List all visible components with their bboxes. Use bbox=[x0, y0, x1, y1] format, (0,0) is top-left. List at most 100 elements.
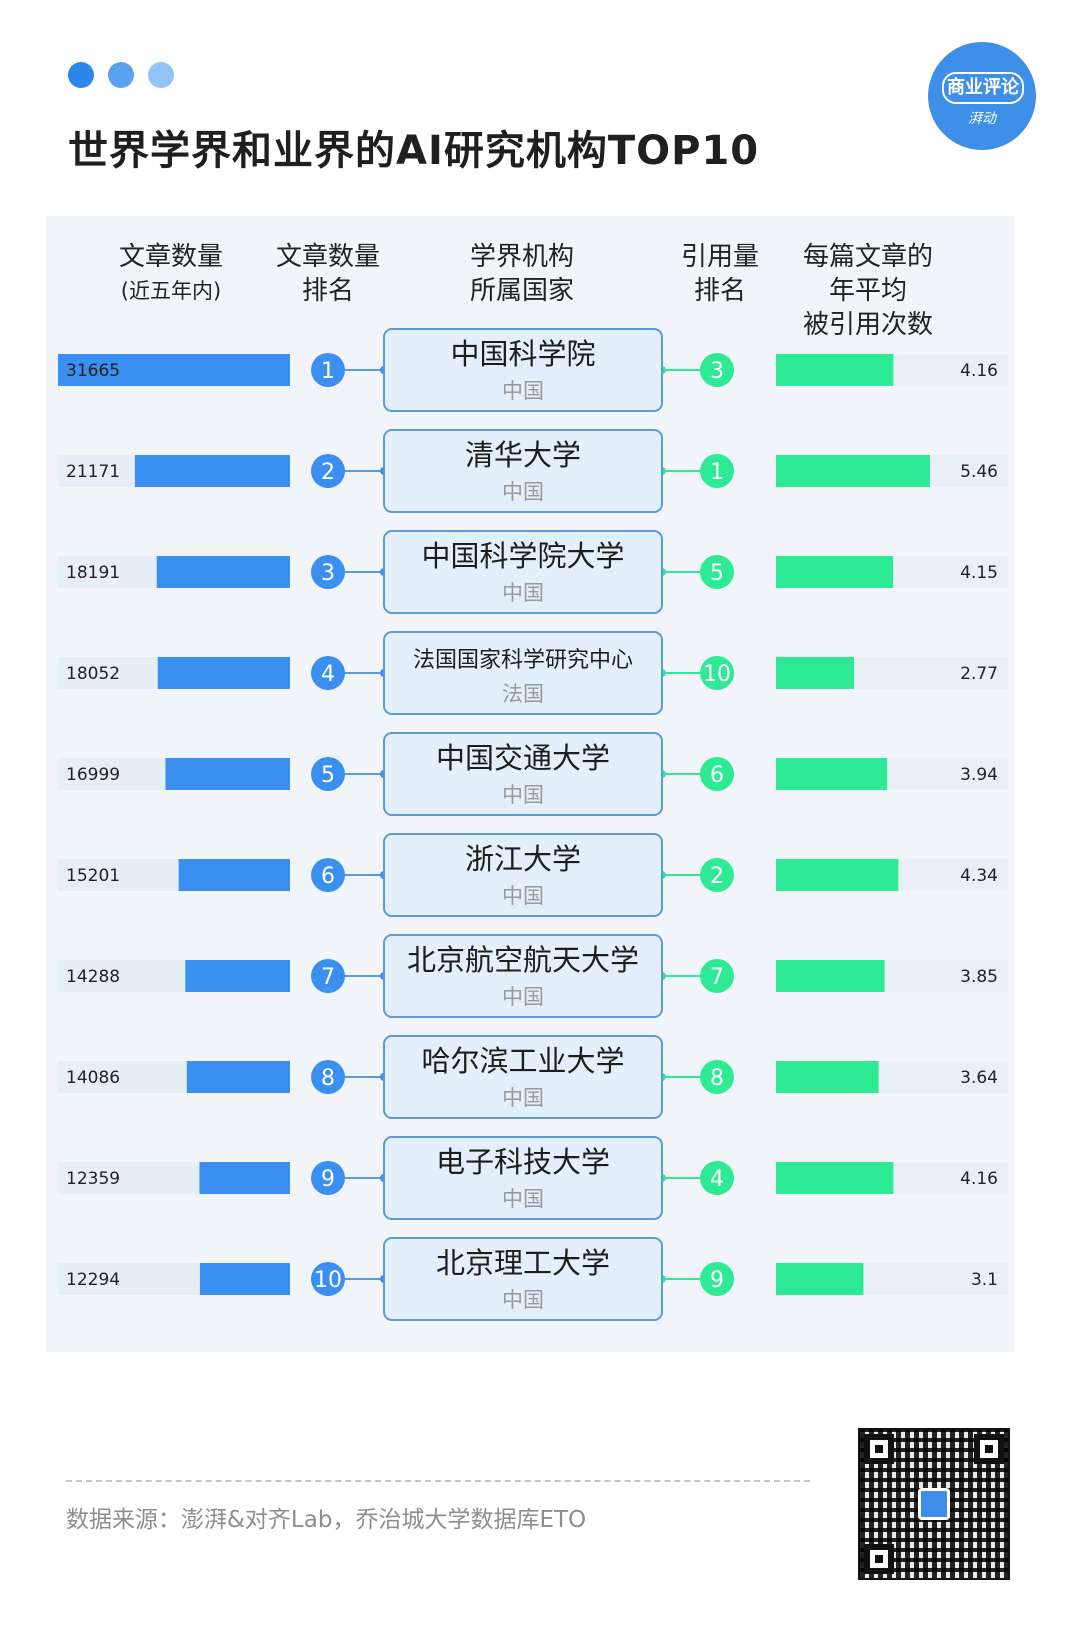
institution-card-9 bbox=[383, 1136, 663, 1220]
citation-rank-label-9: 4 bbox=[710, 1167, 724, 1192]
citation-rank-circle-4 bbox=[700, 656, 734, 690]
institution-country-7: 中国 bbox=[502, 985, 544, 1009]
header-article-rank: 文章数量 排名 bbox=[258, 240, 398, 308]
articles-value-8: 14086 bbox=[66, 1068, 120, 1088]
article-rank-label-2: 2 bbox=[321, 460, 335, 485]
articles-bar-10 bbox=[199, 1263, 290, 1295]
citation-rank-label-5: 6 bbox=[710, 763, 724, 788]
article-rank-circle-3 bbox=[311, 555, 345, 589]
citation-rank-circle-1 bbox=[700, 353, 734, 387]
institution-card-10 bbox=[383, 1237, 663, 1321]
institution-card-3 bbox=[383, 530, 663, 614]
dot-1 bbox=[68, 62, 94, 88]
articles-value-3: 18191 bbox=[66, 563, 120, 583]
article-rank-circle-9 bbox=[311, 1161, 345, 1195]
article-rank-circle-10 bbox=[311, 1262, 345, 1296]
citations-bar-5 bbox=[776, 758, 888, 790]
citation-rank-circle-9 bbox=[700, 1161, 734, 1195]
citation-rank-circle-2 bbox=[700, 454, 734, 488]
citations-bar-6 bbox=[776, 859, 899, 891]
citations-value-6: 4.34 bbox=[960, 866, 998, 886]
institution-name-6: 浙江大学 bbox=[465, 842, 581, 876]
article-rank-label-1: 1 bbox=[321, 359, 335, 384]
citation-rank-label-3: 5 bbox=[710, 561, 724, 586]
institution-card-1 bbox=[383, 328, 663, 412]
header-articles-line1: 文章数量 bbox=[118, 242, 223, 272]
institution-name-5: 中国交通大学 bbox=[436, 741, 610, 775]
header-articles-line2: (近五年内) bbox=[120, 279, 222, 303]
citations-value-8: 3.64 bbox=[960, 1068, 998, 1088]
header-citations-line1: 每篇文章的 bbox=[802, 242, 933, 272]
institution-country-2: 中国 bbox=[502, 480, 544, 504]
citation-rank-circle-8 bbox=[700, 1060, 734, 1094]
citation-rank-label-6: 2 bbox=[710, 864, 724, 889]
citation-rank-circle-7 bbox=[700, 959, 734, 993]
citations-value-3: 4.15 bbox=[960, 563, 998, 583]
citation-rank-label-8: 8 bbox=[710, 1066, 724, 1091]
header-institution-line1: 学界机构 bbox=[469, 242, 574, 272]
institution-name-8: 哈尔滨工业大学 bbox=[421, 1044, 624, 1078]
articles-value-1: 31665 bbox=[66, 361, 120, 381]
qr-finder-tr bbox=[974, 1434, 1004, 1464]
citations-bar-4 bbox=[776, 657, 855, 689]
institution-name-9: 电子科技大学 bbox=[436, 1145, 610, 1179]
institution-name-2: 清华大学 bbox=[465, 438, 581, 472]
article-rank-circle-1 bbox=[311, 353, 345, 387]
dot-3 bbox=[148, 62, 174, 88]
institution-country-5: 中国 bbox=[502, 783, 544, 807]
qr-finder-tl bbox=[864, 1434, 894, 1464]
institution-name-3: 中国科学院大学 bbox=[421, 539, 624, 573]
institution-country-3: 中国 bbox=[502, 581, 544, 605]
articles-bar-5 bbox=[165, 758, 290, 790]
header-articles: 文章数量 (近五年内) bbox=[96, 240, 246, 308]
qr-code bbox=[858, 1428, 1010, 1580]
citation-rank-circle-5 bbox=[700, 757, 734, 791]
citations-value-2: 5.46 bbox=[960, 462, 998, 482]
institution-card-5 bbox=[383, 732, 663, 816]
article-rank-circle-6 bbox=[311, 858, 345, 892]
article-rank-circle-5 bbox=[311, 757, 345, 791]
article-rank-label-7: 7 bbox=[321, 965, 335, 990]
header-institution-line2: 所属国家 bbox=[469, 276, 574, 306]
institution-name-4: 法国国家科学研究中心 bbox=[413, 648, 633, 673]
page-title: 世界学界和业界的AI研究机构TOP10 bbox=[68, 128, 760, 174]
header-article-rank-line1: 文章数量 bbox=[275, 242, 380, 272]
citation-rank-circle-3 bbox=[700, 555, 734, 589]
citations-bar-8 bbox=[776, 1061, 879, 1093]
institution-country-10: 中国 bbox=[502, 1288, 544, 1312]
citations-value-9: 4.16 bbox=[960, 1169, 998, 1189]
header-citations: 每篇文章的 年平均 被引用次数 bbox=[782, 240, 954, 342]
institution-country-4: 法国 bbox=[502, 682, 544, 706]
citations-value-1: 4.16 bbox=[960, 361, 998, 381]
citations-value-10: 3.1 bbox=[971, 1270, 998, 1290]
articles-bar-3 bbox=[156, 556, 290, 588]
article-rank-label-6: 6 bbox=[321, 864, 335, 889]
articles-value-7: 14288 bbox=[66, 967, 120, 987]
articles-value-4: 18052 bbox=[66, 664, 120, 684]
header-article-rank-line2: 排名 bbox=[301, 276, 354, 306]
articles-value-2: 21171 bbox=[66, 462, 120, 482]
citations-bar-3 bbox=[776, 556, 894, 588]
citations-value-5: 3.94 bbox=[960, 765, 998, 785]
article-rank-label-4: 4 bbox=[321, 662, 335, 687]
header-citations-line2: 年平均 bbox=[828, 276, 907, 306]
citations-bar-2 bbox=[776, 455, 930, 487]
articles-bar-8 bbox=[186, 1061, 290, 1093]
institution-card-8 bbox=[383, 1035, 663, 1119]
institution-card-7 bbox=[383, 934, 663, 1018]
citation-rank-label-4: 10 bbox=[703, 662, 731, 687]
header-citation-rank-line2: 排名 bbox=[693, 276, 746, 306]
article-rank-label-3: 3 bbox=[321, 561, 335, 586]
article-rank-label-10: 10 bbox=[314, 1268, 342, 1293]
citation-rank-label-1: 3 bbox=[710, 359, 724, 384]
header-citations-line3: 被引用次数 bbox=[802, 310, 933, 340]
logo-subtext: 湃动 bbox=[968, 111, 996, 127]
article-rank-circle-8 bbox=[311, 1060, 345, 1094]
articles-value-9: 12359 bbox=[66, 1169, 120, 1189]
institution-country-1: 中国 bbox=[502, 379, 544, 403]
institution-country-6: 中国 bbox=[502, 884, 544, 908]
article-rank-label-8: 8 bbox=[321, 1066, 335, 1091]
institution-name-1: 中国科学院 bbox=[450, 337, 595, 371]
institution-name-10: 北京理工大学 bbox=[436, 1246, 610, 1280]
